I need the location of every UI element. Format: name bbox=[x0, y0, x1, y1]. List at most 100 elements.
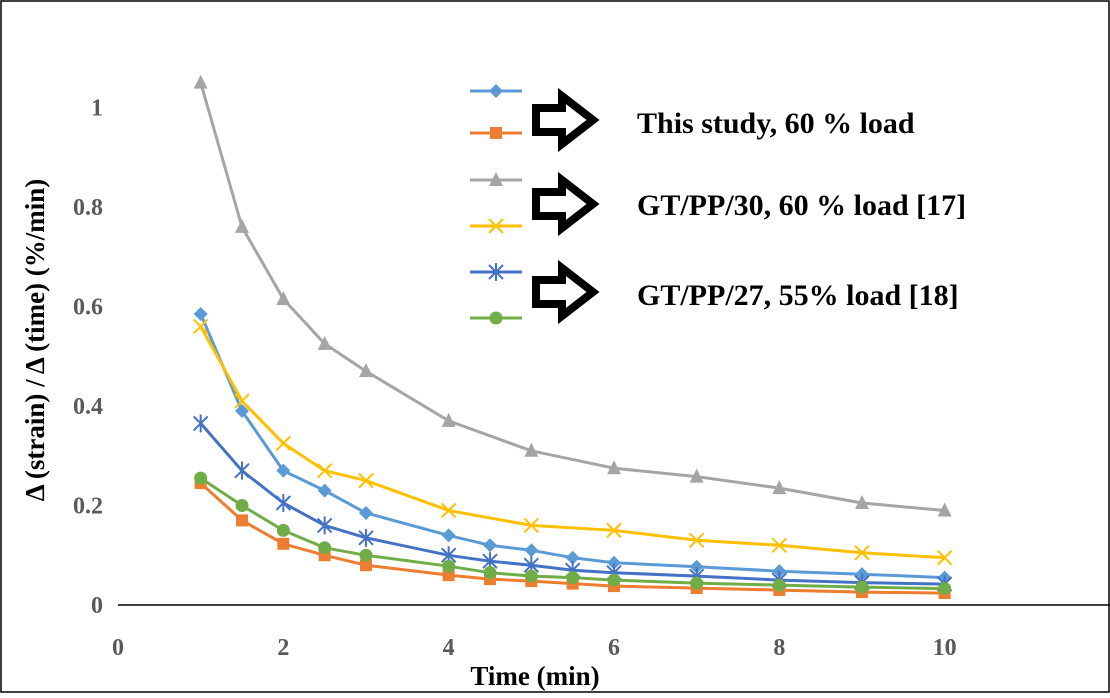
series-line bbox=[199, 313, 945, 580]
x-tick-label: 6 bbox=[608, 635, 620, 661]
legend-arrow-icon bbox=[532, 87, 600, 153]
data-point bbox=[524, 569, 538, 583]
data-point bbox=[234, 393, 250, 409]
legend-label: GT/PP/30, 60 % load [17] bbox=[637, 189, 966, 222]
data-point bbox=[192, 318, 209, 335]
data-point bbox=[194, 471, 208, 485]
legend-arrow-icon bbox=[532, 171, 600, 237]
data-point bbox=[358, 472, 374, 489]
legend-swatch bbox=[470, 84, 522, 98]
data-point bbox=[440, 502, 457, 519]
y-tick-label: 0.6 bbox=[73, 295, 103, 321]
legend-swatch bbox=[470, 263, 522, 281]
data-point bbox=[276, 291, 291, 306]
data-point bbox=[489, 311, 503, 325]
data-point bbox=[483, 538, 497, 553]
data-point bbox=[276, 463, 291, 478]
data-point bbox=[938, 582, 952, 596]
legend-label: GT/PP/27, 55% load [18] bbox=[637, 279, 959, 312]
x-tick-label: 2 bbox=[277, 635, 289, 661]
data-point bbox=[235, 218, 249, 233]
series-line bbox=[199, 476, 945, 591]
data-point bbox=[483, 566, 497, 580]
legend-swatch bbox=[470, 311, 522, 325]
data-point bbox=[235, 499, 249, 512]
data-point bbox=[442, 569, 455, 582]
data-point bbox=[193, 74, 208, 89]
data-point bbox=[193, 306, 208, 321]
data-point bbox=[236, 514, 248, 527]
data-point bbox=[523, 517, 540, 534]
data-point bbox=[488, 218, 504, 234]
series-1 bbox=[193, 306, 952, 585]
data-point bbox=[688, 532, 705, 549]
data-point bbox=[441, 412, 456, 427]
data-point bbox=[937, 502, 952, 517]
y-tick-label: 0.2 bbox=[73, 494, 103, 520]
data-point bbox=[607, 460, 621, 475]
data-point bbox=[690, 576, 704, 590]
legend: This study, 60 % load GT/PP/30, 60 % load… bbox=[470, 84, 966, 325]
legend-swatch bbox=[470, 218, 522, 234]
legend-arrow-icon bbox=[532, 259, 600, 325]
legend-swatch bbox=[470, 172, 522, 186]
data-point bbox=[607, 573, 621, 587]
data-point bbox=[317, 483, 332, 498]
data-point bbox=[316, 462, 333, 479]
data-point bbox=[490, 127, 502, 139]
data-point bbox=[359, 505, 373, 520]
x-tick-label: 4 bbox=[443, 635, 455, 661]
ticks-layer: 0 2 4 6 8 10 0 0.2 0.4 0.6 0.8 1 bbox=[73, 96, 957, 662]
x-tick-label: 0 bbox=[112, 635, 124, 661]
data-point bbox=[359, 548, 373, 562]
data-point bbox=[936, 550, 953, 566]
series-line bbox=[199, 481, 945, 595]
series-line bbox=[199, 82, 945, 512]
series-6 bbox=[194, 471, 952, 596]
data-point bbox=[854, 545, 870, 561]
data-point bbox=[607, 555, 621, 570]
x-tick-label: 10 bbox=[933, 635, 957, 661]
data-point bbox=[566, 571, 580, 585]
data-point bbox=[772, 480, 787, 495]
series-layer bbox=[192, 74, 953, 600]
data-point bbox=[771, 537, 788, 554]
legend-label: This study, 60 % load bbox=[637, 107, 915, 140]
data-point bbox=[276, 523, 290, 537]
legend-swatch bbox=[470, 127, 522, 139]
data-point bbox=[358, 528, 374, 547]
data-point bbox=[234, 461, 250, 480]
x-tick-label: 8 bbox=[773, 635, 785, 661]
data-point bbox=[524, 442, 539, 457]
y-tick-label: 0 bbox=[91, 593, 103, 619]
data-point bbox=[606, 522, 622, 539]
data-point bbox=[442, 559, 456, 573]
series-line bbox=[199, 422, 945, 586]
data-point bbox=[317, 335, 332, 350]
data-point bbox=[360, 559, 372, 572]
y-tick-label: 0.4 bbox=[73, 394, 103, 420]
x-axis-title: Time (min) bbox=[470, 661, 599, 691]
data-point bbox=[524, 543, 539, 558]
data-point bbox=[318, 541, 332, 555]
y-tick-label: 1 bbox=[91, 96, 103, 122]
data-point bbox=[488, 263, 504, 281]
data-point bbox=[316, 516, 333, 535]
y-axis-title: Δ (strain) / Δ (time) (%/min) bbox=[20, 179, 50, 502]
data-point bbox=[689, 468, 704, 483]
series-3 bbox=[193, 74, 952, 517]
data-point bbox=[275, 435, 292, 452]
data-point bbox=[192, 414, 209, 433]
data-point bbox=[359, 363, 373, 378]
data-point bbox=[275, 494, 292, 513]
data-point bbox=[235, 403, 249, 418]
series-4 bbox=[192, 318, 953, 566]
data-point bbox=[565, 550, 580, 565]
data-point bbox=[689, 559, 704, 574]
data-point bbox=[489, 84, 503, 98]
data-point bbox=[855, 580, 869, 594]
series-5 bbox=[192, 414, 953, 594]
data-point bbox=[441, 528, 456, 543]
